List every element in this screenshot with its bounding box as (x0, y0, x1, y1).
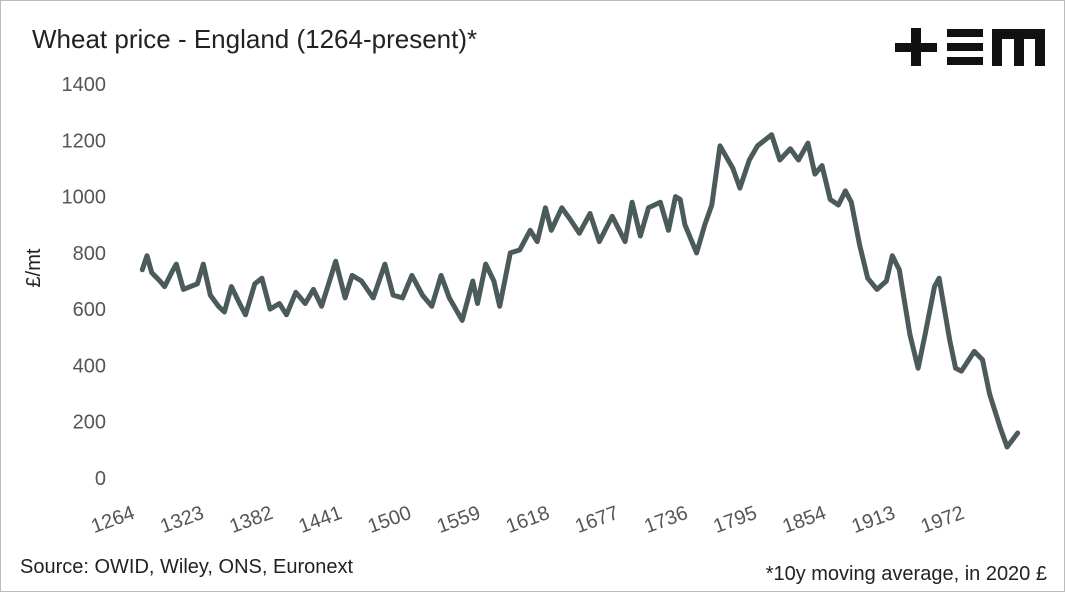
series-line (139, 132, 1021, 450)
logo (895, 28, 1045, 66)
y-tick-label: 600 (73, 299, 106, 321)
y-tick-label: 200 (73, 412, 106, 434)
source: Source: OWID, Wiley, ONS, Euronext (20, 556, 353, 578)
y-tick-label: 1000 (62, 187, 107, 209)
y-tick-label: 1400 (62, 74, 107, 96)
y-tick-label: 400 (73, 355, 106, 377)
y-tick-label: 800 (73, 243, 106, 265)
y-tick-label: 0 (95, 468, 106, 490)
footnote: *10y moving average, in 2020 £ (766, 563, 1047, 585)
chart-title: Wheat price - England (1264-present)* (32, 24, 477, 54)
y-tick-label: 1200 (62, 130, 107, 152)
y-axis-label: £/mt (23, 248, 45, 287)
